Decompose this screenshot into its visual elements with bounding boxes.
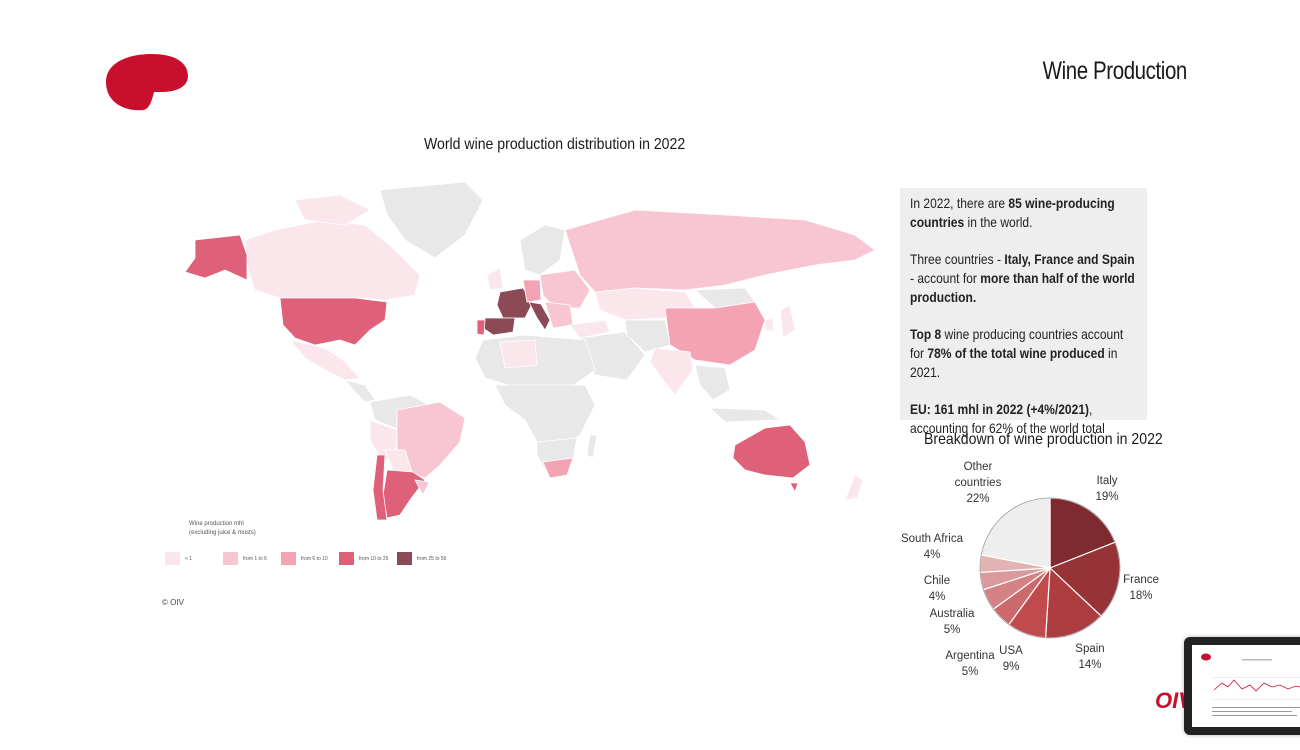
- thumbnail-preview-icon: [1201, 653, 1300, 716]
- map-central-africa: [494, 384, 596, 449]
- pie-label-south-africa: South Africa 4%: [901, 533, 964, 561]
- pie-label-chile: Chile 4%: [924, 575, 950, 603]
- info-paragraph-2: Three countries - Italy, France and Spai…: [910, 251, 1135, 305]
- slide-thumbnail[interactable]: [1184, 637, 1300, 735]
- pie-label-usa: USA 9%: [999, 645, 1023, 673]
- map-tasmania: [789, 482, 799, 493]
- pie-outline: [979, 497, 1121, 639]
- map-balkans: [544, 301, 574, 329]
- world-map: [184, 181, 876, 521]
- map-central-america: [343, 379, 376, 403]
- legend-item: from 6 to 10: [281, 552, 331, 565]
- legend-label: < 1: [185, 555, 193, 562]
- legend-label: from 25 to 50: [417, 555, 447, 562]
- map-turkey: [569, 319, 611, 339]
- map-algeria: [499, 339, 538, 369]
- oiv-logo: [106, 54, 188, 111]
- map-china: [664, 301, 766, 366]
- pie-chart: Italy 19% France 18% Spain 14% USA 9%Argentina 5…: [901, 461, 1159, 678]
- map-portugal: [476, 319, 486, 336]
- map-india: [649, 347, 694, 396]
- legend-item: from 1 to 6: [223, 552, 273, 565]
- map-germany: [522, 279, 542, 303]
- map-uk: [486, 267, 504, 291]
- map-russia: [564, 209, 876, 293]
- map-australia: [732, 424, 811, 479]
- map-mexico: [288, 339, 361, 381]
- map-france: [496, 287, 534, 319]
- map-scandinavia: [519, 224, 566, 276]
- legend-label: from 1 to 6: [243, 555, 267, 562]
- map-uruguay: [414, 479, 430, 496]
- legend-item: from 25 to 50: [397, 552, 447, 565]
- map-se-asia: [694, 364, 731, 401]
- info-paragraph-1: In 2022, there are 85 wine-producing cou…: [910, 195, 1115, 230]
- map-chile: [372, 454, 388, 521]
- map-madagascar: [586, 434, 598, 459]
- thumbnail-screen: [1192, 645, 1300, 727]
- map-spain: [482, 317, 516, 336]
- info-paragraph-4: EU: 161 mhl in 2022 (+4%/2021), accounti…: [910, 401, 1105, 436]
- map-canada-islands: [294, 194, 371, 226]
- info-box: In 2022, there are 85 wine-producing cou…: [900, 188, 1147, 436]
- legend-swatch: [397, 552, 412, 565]
- map-new-zealand: [844, 474, 864, 501]
- map-greenland: [379, 181, 484, 259]
- map-legend: < 1 from 1 to 6 from 6 to 10 from 10 to …: [165, 552, 447, 565]
- pie-label-australia: Australia 5%: [930, 608, 975, 636]
- map-korea: [764, 317, 774, 333]
- pie-label-spain: Spain 14%: [1075, 643, 1104, 671]
- legend-swatch: [223, 552, 238, 565]
- legend-swatch: [165, 552, 180, 565]
- map-south-africa: [542, 457, 574, 479]
- legend-swatch: [339, 552, 354, 565]
- map-japan: [779, 304, 796, 339]
- map-east-europe: [539, 269, 591, 309]
- map-canada: [244, 219, 421, 301]
- pie-label-other-countries: Other countries 22%: [955, 461, 1002, 505]
- map-title: World wine production distribution in 20…: [424, 136, 686, 153]
- legend-title: Wine production mhl (excluding juice & m…: [189, 521, 256, 536]
- map-italy: [528, 301, 551, 331]
- pie-label-argentina: Argentina 5%: [945, 650, 995, 678]
- pie-chart-title: Breakdown of wine production in 2022: [924, 431, 1163, 448]
- map-brazil: [396, 401, 466, 479]
- legend-label: from 6 to 10: [301, 555, 328, 562]
- page-title: Wine Production: [1042, 57, 1188, 85]
- legend-item: from 10 to 25: [339, 552, 389, 565]
- legend-swatch: [281, 552, 296, 565]
- map-indonesia: [708, 407, 782, 423]
- map-alaska: [184, 234, 248, 281]
- map-argentina: [382, 469, 426, 519]
- copyright: © OIV: [162, 598, 184, 607]
- map-usa: [279, 297, 388, 346]
- legend-label: from 10 to 25: [359, 555, 389, 562]
- info-paragraph-3: Top 8 wine producing countries account f…: [910, 326, 1124, 380]
- pie-label-italy: Italy 19%: [1095, 475, 1118, 503]
- legend-item: < 1: [165, 552, 215, 565]
- pie-label-france: France 18%: [1123, 574, 1159, 602]
